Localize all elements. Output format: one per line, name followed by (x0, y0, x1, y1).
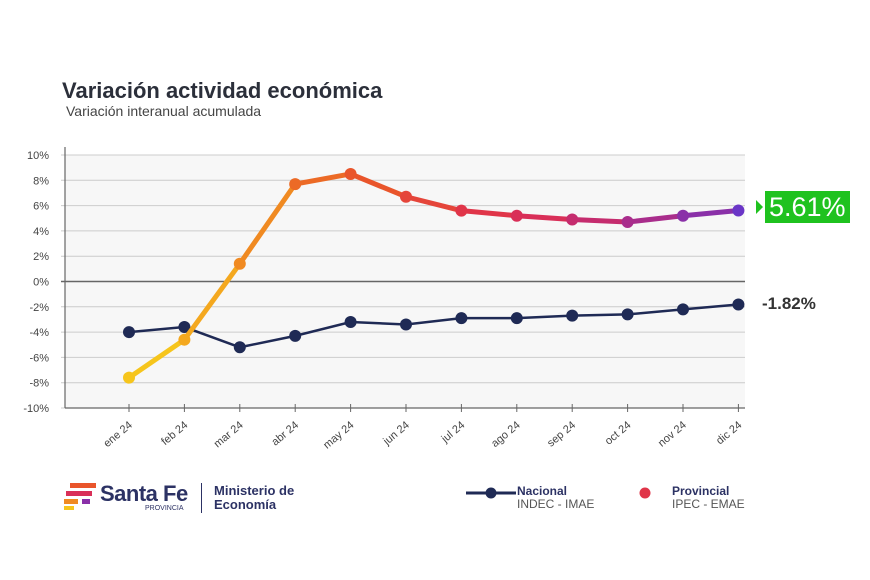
nacional-point (677, 303, 689, 316)
provincial-point (510, 209, 523, 222)
nacional-line (128, 303, 739, 349)
provincial-line-segment (292, 171, 354, 187)
nacional-last-value: -1.82% (762, 294, 816, 313)
provincial-line-segment (569, 217, 631, 225)
provincial-line-segment (403, 194, 464, 214)
legend-provincial-icon (620, 487, 670, 499)
provincial-point (178, 333, 191, 346)
provincial-point (344, 167, 357, 180)
x-tick-label: may 24 (321, 419, 356, 451)
provincial-line-segment (680, 208, 741, 219)
line-chart: 10% 8% 6% 4% 2% 0% -2% -4% -6% -8% -10% ene 24 feb 2… (23, 147, 745, 451)
x-tick-label: ene 24 (101, 419, 134, 450)
provincial-line-segment (625, 213, 686, 225)
provincial-point (233, 257, 246, 270)
x-tick-label: oct 24 (603, 419, 634, 447)
legend-nacional-source: INDEC - IMAE (517, 497, 595, 511)
divider (201, 483, 202, 513)
logo-text: Santa Fe (100, 481, 188, 506)
legend-provincial: Provincial IPEC - EMAE (672, 485, 745, 511)
legend-nacional-icon (466, 487, 516, 499)
nacional-point (566, 309, 579, 322)
y-tick-label: -4% (29, 327, 49, 339)
provincial-line-segment (181, 261, 243, 343)
provincial-line-segment (458, 208, 520, 219)
y-tick-label: 2% (33, 251, 49, 263)
santa-fe-logo-icon (64, 483, 96, 510)
ministry-label: Ministerio de Economía (214, 484, 294, 512)
y-tick-label: -8% (29, 378, 49, 390)
provincial-line-segment (126, 337, 187, 381)
provincial-point (732, 204, 745, 217)
provincial-point (123, 371, 135, 384)
legend-provincial-source: IPEC - EMAE (672, 497, 745, 511)
y-tick-label: 10% (27, 150, 49, 162)
x-tick-label: jun 24 (380, 419, 411, 448)
nacional-point (455, 312, 468, 325)
provincial-line-segment (237, 181, 298, 267)
chart-title: Variación actividad económica (62, 78, 383, 103)
nacional-point (289, 329, 302, 342)
y-tick-label: 4% (33, 226, 49, 238)
nacional-point (510, 312, 523, 325)
provincial-last-value: 5.61% (765, 191, 850, 223)
nacional-point (732, 298, 745, 311)
x-tick-label: dic 24 (714, 419, 744, 447)
provincial-point (400, 190, 412, 203)
nacional-point (400, 318, 412, 331)
y-tick-label: 8% (33, 175, 49, 187)
provincial-line-segment (348, 171, 409, 200)
x-tick-label: jul 24 (439, 419, 468, 446)
legend-nacional-name: Nacional (517, 484, 568, 498)
provincial-point (455, 204, 468, 217)
x-tick-label: abr 24 (270, 419, 302, 448)
y-tick-label: -2% (29, 302, 49, 314)
nacional-point (621, 308, 634, 321)
nacional-point (233, 341, 246, 354)
ministry-line-2: Economía (214, 497, 277, 512)
provincial-point (566, 213, 579, 226)
provincial-line-segment (514, 213, 575, 223)
chart-subtitle: Variación interanual acumulada (66, 103, 262, 119)
y-tick-label: -10% (23, 403, 49, 415)
ministry-line-1: Ministerio de (214, 483, 295, 498)
nacional-point (123, 326, 135, 339)
nacional-point (344, 315, 357, 328)
x-tick-label: sep 24 (545, 419, 578, 449)
legend-nacional: Nacional INDEC - IMAE (517, 485, 594, 511)
x-tick-label: ago 24 (489, 419, 522, 450)
legend-provincial-name: Provincial (672, 484, 730, 498)
provincial-point (289, 178, 302, 191)
nacional-point (178, 321, 191, 334)
y-tick-label: 0% (33, 277, 49, 289)
y-tick-label: 6% (33, 201, 49, 213)
logo-subtext: PROVINCIA (145, 505, 184, 512)
x-tick-label: mar 24 (212, 419, 246, 450)
provincial-point (621, 216, 634, 229)
x-tick-label: nov 24 (656, 419, 689, 449)
badge-arrow-icon (756, 200, 763, 214)
provincial-point (677, 209, 689, 222)
y-tick-label: -6% (29, 352, 49, 364)
x-tick-label: feb 24 (159, 419, 190, 448)
